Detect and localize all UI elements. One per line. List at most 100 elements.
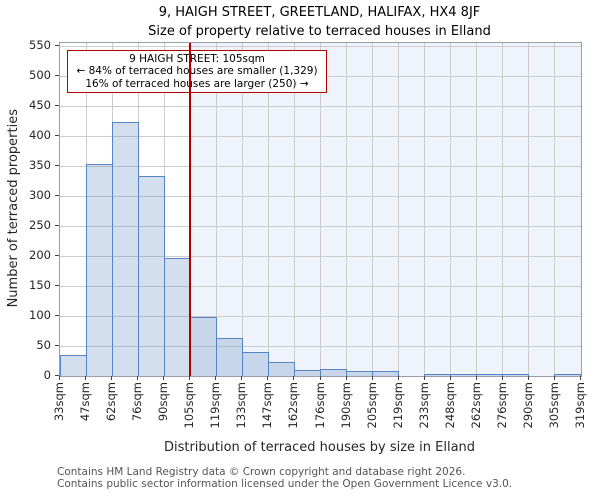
gridline-vertical xyxy=(293,43,295,376)
gridline-vertical xyxy=(215,43,217,376)
x-tick-mark xyxy=(475,376,477,380)
x-tick-label-text: 105sqm xyxy=(182,382,197,429)
x-tick-label-text: 47sqm xyxy=(78,382,93,422)
y-tick-mark xyxy=(55,135,59,136)
y-tick-label: 50 xyxy=(36,338,51,352)
x-tick-mark xyxy=(501,376,503,380)
histogram-bar xyxy=(450,374,478,376)
x-tick-mark xyxy=(59,376,60,380)
x-tick-mark xyxy=(319,376,321,380)
x-tick-mark xyxy=(85,376,87,380)
y-tick-mark xyxy=(55,345,59,346)
y-tick-mark xyxy=(55,285,59,286)
annotation-line-1: 9 HAIGH STREET: 105sqm xyxy=(129,53,265,65)
y-tick-label: 500 xyxy=(29,68,51,82)
x-tick-mark xyxy=(189,376,191,380)
y-tick-label: 450 xyxy=(29,98,51,112)
histogram-bar xyxy=(137,175,165,376)
x-tick-label-text: 248sqm xyxy=(442,382,457,429)
y-tick-mark xyxy=(55,225,59,226)
y-tick-label: 400 xyxy=(29,128,51,142)
plot-area: 9 HAIGH STREET: 105sqm ← 84% of terraced… xyxy=(59,42,582,377)
y-tick-mark xyxy=(55,75,59,76)
histogram-bar xyxy=(85,163,113,376)
x-tick-mark xyxy=(553,376,555,380)
x-tick-mark xyxy=(137,376,139,380)
x-tick-mark xyxy=(241,376,243,380)
gridline-vertical xyxy=(241,43,243,376)
y-tick-mark xyxy=(55,45,59,46)
histogram-bar xyxy=(476,374,504,376)
chart-title: 9, HAIGH STREET, GREETLAND, HALIFAX, HX4… xyxy=(158,5,481,20)
x-tick-mark xyxy=(580,376,581,380)
region-larger-than-marker xyxy=(190,43,581,376)
histogram-bar xyxy=(163,258,191,376)
y-tick-mark xyxy=(55,195,59,196)
y-tick-mark xyxy=(55,165,59,166)
gridline-vertical xyxy=(554,43,556,376)
x-tick-mark xyxy=(345,376,347,380)
x-tick-label-text: 76sqm xyxy=(130,382,145,422)
marker-line-105sqm xyxy=(189,43,192,376)
x-tick-mark xyxy=(267,376,269,380)
histogram-bar xyxy=(320,369,348,376)
x-tick-label-text: 147sqm xyxy=(260,382,275,429)
y-tick-label: 550 xyxy=(29,38,51,52)
x-tick-label-text: 276sqm xyxy=(494,382,509,429)
histogram-bar xyxy=(554,373,582,376)
gridline-vertical xyxy=(267,43,269,376)
x-tick-mark xyxy=(371,376,373,380)
x-tick-label-text: 33sqm xyxy=(52,382,66,422)
x-tick-mark xyxy=(423,376,425,380)
x-tick-label-text: 62sqm xyxy=(104,382,119,422)
histogram-bar xyxy=(111,121,139,376)
histogram-bar xyxy=(424,374,452,376)
x-tick-mark xyxy=(397,376,399,380)
histogram-bar xyxy=(267,362,295,376)
histogram-bar xyxy=(293,370,321,376)
x-tick-label-text: 176sqm xyxy=(312,382,327,429)
gridline-vertical xyxy=(372,43,374,376)
annotation-line-2: ← 84% of terraced houses are smaller (1,… xyxy=(76,65,318,78)
chart-subtitle: Size of property relative to terraced ho… xyxy=(148,24,491,39)
x-tick-label-text: 262sqm xyxy=(468,382,483,429)
y-tick-label: 150 xyxy=(29,278,51,292)
x-tick-label-text: 205sqm xyxy=(364,382,379,429)
histogram-bar xyxy=(502,374,530,376)
x-tick-label-text: 305sqm xyxy=(546,382,561,429)
x-tick-mark xyxy=(527,376,529,380)
y-tick-mark xyxy=(55,375,59,376)
x-tick-label-text: 190sqm xyxy=(338,382,353,429)
y-tick-label: 350 xyxy=(29,158,51,172)
x-tick-mark xyxy=(215,376,217,380)
y-tick-mark xyxy=(55,255,59,256)
x-tick-label-text: 133sqm xyxy=(234,382,249,429)
gridline-vertical xyxy=(502,43,504,376)
footer-line-2: Contains public sector information licen… xyxy=(57,478,513,490)
x-tick-mark xyxy=(449,376,451,380)
x-tick-mark xyxy=(163,376,165,380)
footer-line-1: Contains HM Land Registry data © Crown c… xyxy=(57,466,466,478)
x-tick-mark xyxy=(111,376,113,380)
gridline-vertical xyxy=(424,43,426,376)
gridline-vertical xyxy=(528,43,530,376)
y-tick-label: 0 xyxy=(43,368,51,382)
x-tick-label-text: 90sqm xyxy=(156,382,171,422)
x-tick-mark xyxy=(293,376,295,380)
gridline-vertical xyxy=(450,43,452,376)
histogram-bar xyxy=(346,370,374,376)
gridline-vertical xyxy=(476,43,478,376)
histogram-bar xyxy=(215,337,243,376)
marker-annotation-box: 9 HAIGH STREET: 105sqm ← 84% of terraced… xyxy=(67,50,327,94)
y-tick-label: 200 xyxy=(29,248,51,262)
x-tick-label-text: 290sqm xyxy=(520,382,535,429)
x-tick-label-text: 219sqm xyxy=(390,382,405,429)
y-tick-label: 300 xyxy=(29,188,51,202)
gridline-vertical xyxy=(320,43,321,376)
gridline-vertical xyxy=(346,43,348,376)
annotation-line-3: 16% of terraced houses are larger (250) … xyxy=(85,77,309,90)
x-tick-label-text: 319sqm xyxy=(573,382,587,429)
y-tick-label: 100 xyxy=(29,308,51,322)
x-axis-label: Distribution of terraced houses by size … xyxy=(163,440,476,455)
